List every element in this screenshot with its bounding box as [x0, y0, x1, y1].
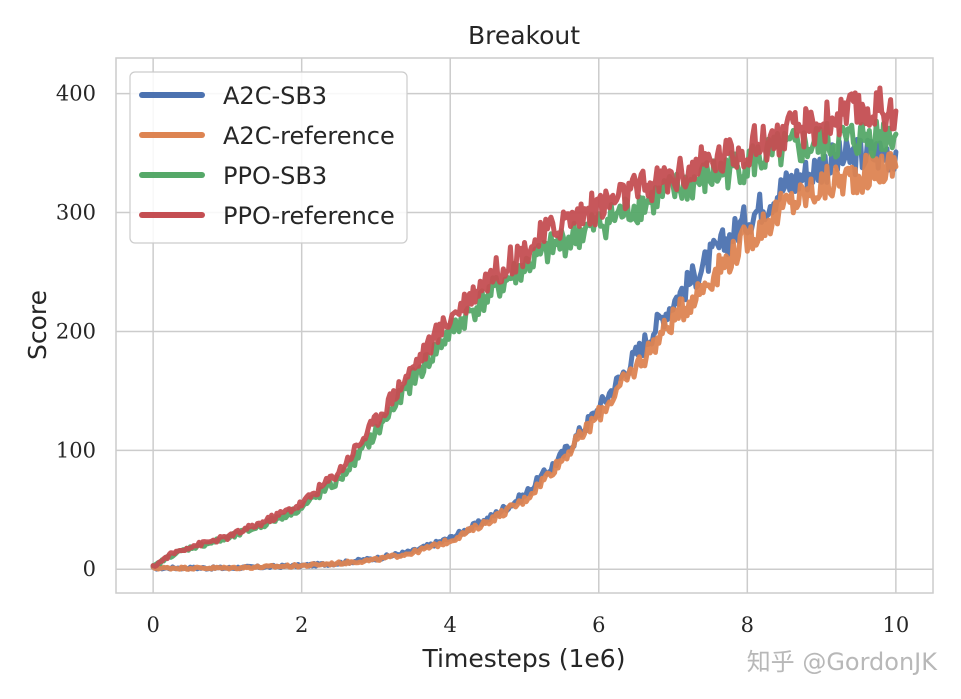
legend-label: A2C-reference: [223, 122, 395, 150]
x-tick-labels: 0 2 4 6 8 10: [146, 613, 909, 637]
y-tick-label: 100: [56, 438, 96, 462]
x-axis-label: Timesteps (1e6): [422, 644, 626, 673]
legend-label: A2C-SB3: [223, 82, 327, 110]
series-line-ppo-reference: [150, 85, 899, 569]
y-tick-label: 200: [56, 319, 96, 343]
legend-box: [129, 71, 408, 244]
x-tick-label: 10: [882, 613, 909, 637]
watermark: 知乎 @GordonJK: [747, 648, 939, 676]
legend-label: PPO-SB3: [223, 162, 327, 190]
x-tick-label: 8: [741, 613, 754, 637]
legend-label: PPO-reference: [223, 202, 395, 230]
series-line-a2c-reference: [150, 150, 899, 572]
chart-title: Breakout: [468, 21, 580, 50]
y-axis-label: Score: [23, 290, 52, 360]
y-tick-label: 0: [83, 557, 96, 581]
x-tick-label: 2: [295, 613, 308, 637]
y-tick-labels: 0 100 200 300 400: [56, 82, 96, 582]
y-tick-label: 300: [56, 201, 96, 225]
x-tick-label: 0: [146, 613, 159, 637]
x-tick-label: 6: [592, 613, 605, 637]
x-tick-label: 4: [444, 613, 457, 637]
legend: A2C-SB3 A2C-reference PPO-SB3 PPO-reference: [129, 71, 408, 244]
y-tick-label: 400: [56, 82, 96, 106]
series-lines: [150, 85, 899, 572]
